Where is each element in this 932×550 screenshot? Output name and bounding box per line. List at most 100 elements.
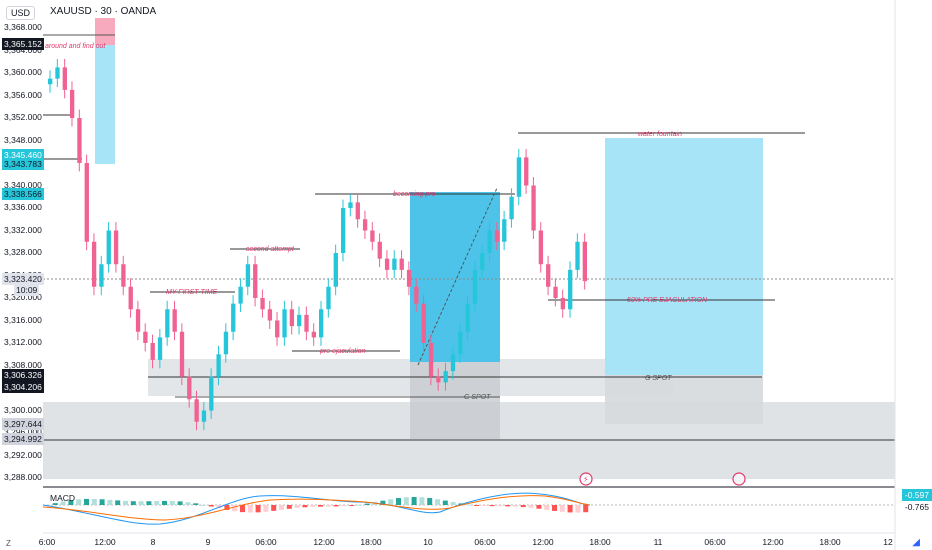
macd-histogram-bar: [99, 499, 105, 505]
candle-body: [399, 258, 404, 270]
candle-body: [553, 286, 558, 298]
annotation-first-time: MY FIRST TIME: [166, 289, 218, 296]
candle-body: [472, 269, 478, 304]
candle-body: [516, 157, 522, 197]
macd-histogram-bar: [575, 505, 581, 513]
candle-body: [135, 309, 141, 332]
macd-histogram-bar: [544, 505, 550, 510]
annotation-pre-ejac: pre ejaculation: [319, 348, 366, 355]
macd-histogram-bar: [146, 501, 152, 505]
time-tick-label: 18:00: [589, 537, 611, 547]
macd-histogram-bar: [474, 505, 479, 506]
time-tick-label: 9: [205, 537, 211, 547]
candle-body: [179, 331, 185, 377]
candle-body: [55, 67, 60, 79]
time-tick-label: 12:00: [313, 537, 335, 547]
zone-box-mid: [410, 360, 500, 439]
macd-histogram-bar: [419, 497, 425, 505]
macd-histogram-bar: [52, 503, 58, 505]
macd-histogram-bar: [208, 505, 214, 507]
candle-body: [575, 241, 580, 270]
candle-body: [421, 303, 426, 343]
annotation-becoming-pro: becoming pro: [393, 191, 436, 198]
price-tag: 3,323.420: [2, 272, 44, 285]
macd-histogram-bar: [130, 501, 136, 505]
macd-histogram-bar: [364, 503, 370, 505]
price-tag: 3,294.992: [2, 432, 44, 445]
candle-body: [414, 286, 419, 304]
annotation-second-attempt: second attempt: [246, 246, 295, 253]
currency-label[interactable]: USD: [6, 6, 36, 20]
candle-body: [187, 376, 192, 400]
candle-body: [377, 241, 382, 259]
candle-body: [436, 376, 441, 383]
time-tick-label: 06:00: [704, 537, 726, 547]
macd-histogram-bar: [513, 505, 518, 507]
macd-histogram-bar: [481, 505, 487, 506]
countdown-timer: 10:09: [14, 283, 40, 296]
candle-body: [465, 303, 470, 332]
candle-body: [69, 89, 75, 118]
macd-histogram-bar: [403, 497, 409, 505]
candle-body: [458, 331, 463, 355]
macd-histogram-bar: [185, 502, 191, 505]
candle-body: [209, 376, 214, 411]
macd-histogram-bar: [201, 504, 206, 506]
macd-histogram-bar: [349, 505, 355, 506]
macd-histogram-bar: [380, 500, 386, 505]
candle-body: [304, 314, 309, 332]
price-tick-label: 3,356.000: [4, 89, 42, 100]
price-tick-label: 3,312.000: [4, 337, 42, 347]
macd-histogram-bar: [435, 499, 440, 505]
macd-value-tag: -0.597: [901, 489, 932, 501]
candle-body: [582, 241, 587, 282]
candle-body: [348, 202, 353, 208]
time-axis[interactable]: 6:00 12:00 8 9 06:00 12:00 18:00 10 06:00 12:00 18…: [39, 534, 895, 550]
macd-histogram-bar: [567, 505, 573, 513]
macd-histogram-bar: [520, 505, 526, 508]
macd-histogram-bar: [115, 500, 121, 505]
macd-histogram-bar: [216, 505, 222, 509]
candle-body: [77, 118, 82, 163]
macd-histogram-bar: [466, 504, 472, 506]
time-tick-label: 12:00: [762, 537, 784, 547]
macd-histogram-bar: [536, 505, 542, 509]
macd-histogram-bar: [68, 500, 74, 505]
candle-body: [238, 286, 243, 304]
price-axis[interactable]: 3,368.0003,364.0003,360.0003,356.0003,35…: [0, 0, 44, 490]
candle-body: [297, 314, 302, 327]
macd-histogram-bar: [177, 501, 183, 505]
candle-body: [428, 343, 434, 377]
macd-histogram-bar: [169, 501, 175, 505]
macd-histogram-bar: [396, 498, 401, 505]
candle-body: [494, 230, 500, 242]
macd-histogram-bar: [76, 499, 82, 505]
price-tick-label: 3,300.000: [4, 404, 42, 415]
macd-histogram-bar: [286, 505, 292, 509]
event-icon: [579, 472, 593, 486]
annotation-water-fountain: water fountain: [638, 131, 682, 138]
price-tick-label: 3,328.000: [4, 247, 42, 257]
candle-body: [216, 354, 221, 377]
macd-histogram-bar: [318, 505, 323, 507]
price-tag: 3,345.460: [2, 148, 44, 161]
macd-histogram-bar: [263, 505, 269, 512]
candle-body: [355, 202, 360, 220]
candle-body: [333, 253, 338, 287]
candle-body: [62, 67, 67, 90]
candle-body: [245, 264, 251, 287]
price-tick-label: 3,340.000: [4, 179, 42, 190]
candle-body: [106, 230, 111, 265]
log-toggle[interactable]: Z: [6, 539, 11, 548]
candle-body: [275, 320, 280, 338]
time-tick-label: 12: [883, 537, 893, 547]
candle-body: [128, 286, 133, 310]
price-tick-label: 3,352.000: [4, 112, 42, 122]
candle-body: [392, 258, 397, 270]
macd-histogram-bar: [333, 505, 339, 507]
macd-histogram-bar: [154, 501, 160, 505]
candle-body: [150, 343, 155, 360]
candle-body: [384, 258, 390, 270]
macd-histogram-bar: [552, 505, 557, 511]
